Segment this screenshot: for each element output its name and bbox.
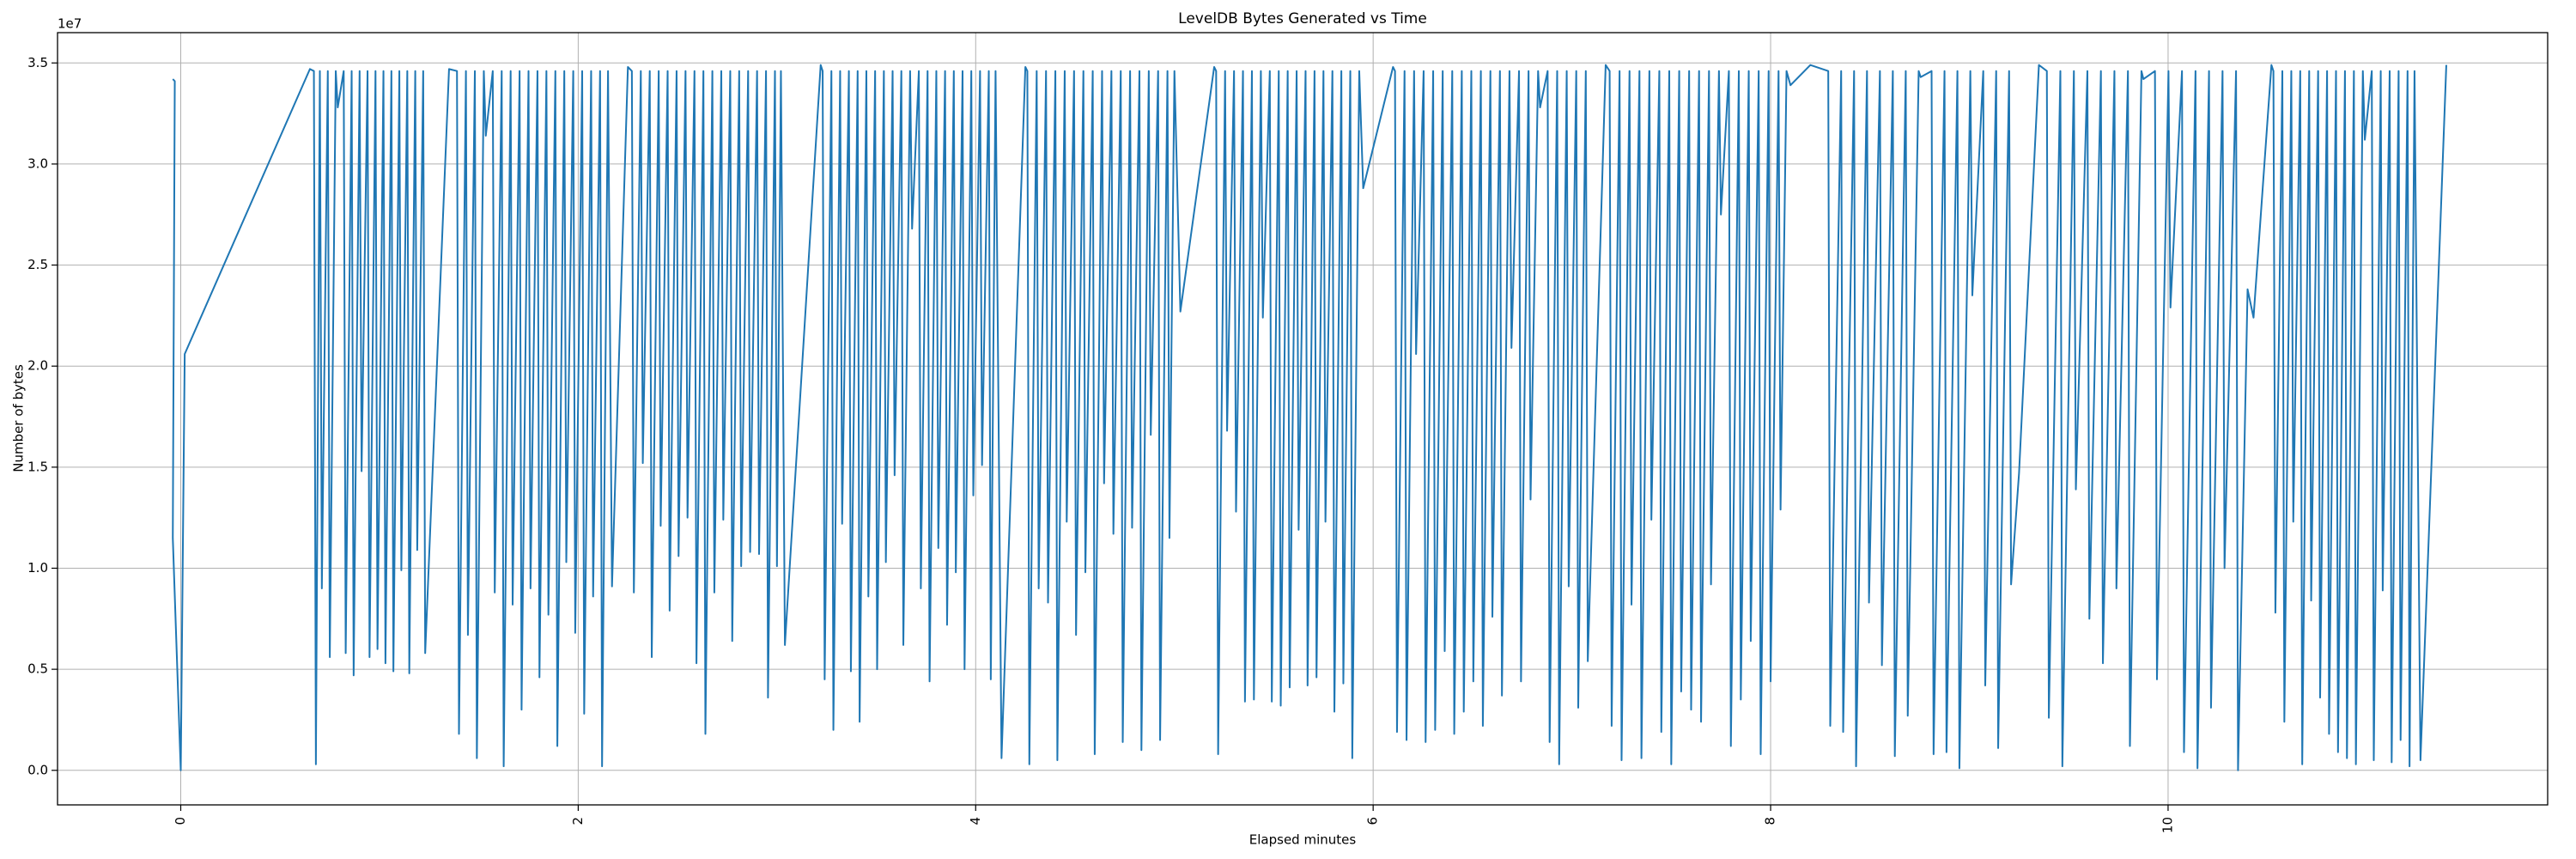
x-tick-label: 4 bbox=[968, 817, 983, 825]
x-axis-label: Elapsed minutes bbox=[1249, 832, 1357, 848]
x-tick-label: 6 bbox=[1365, 817, 1381, 825]
y-tick-label: 2.5 bbox=[27, 257, 48, 272]
y-tick-label: 0.0 bbox=[27, 762, 48, 777]
y-tick-label: 3.5 bbox=[27, 55, 48, 70]
y-tick-label: 1.5 bbox=[27, 459, 48, 474]
x-tick-label: 0 bbox=[173, 817, 188, 825]
y-tick-label: 3.0 bbox=[27, 155, 48, 171]
chart-title: LevelDB Bytes Generated vs Time bbox=[1178, 10, 1427, 27]
y-tick-label: 1.0 bbox=[27, 560, 48, 576]
plot-area bbox=[172, 64, 2447, 771]
x-tick-label: 2 bbox=[570, 817, 586, 825]
y-axis-label: Number of bytes bbox=[11, 364, 27, 472]
grid bbox=[58, 33, 2548, 805]
x-tick-label: 8 bbox=[1763, 817, 1778, 825]
y-tick-label: 0.5 bbox=[27, 661, 48, 677]
x-tick-label: 10 bbox=[2160, 817, 2175, 833]
axes-frame bbox=[57, 32, 2549, 806]
data-line bbox=[172, 64, 2447, 771]
y-tick-label: 2.0 bbox=[27, 358, 48, 374]
y-offset-label: 1e7 bbox=[58, 16, 82, 32]
ticks: 0 2 4 6 8 10 0.0 0.5 1.0 1.5 2.0 2.5 3.0 3.5 bbox=[27, 55, 2175, 833]
